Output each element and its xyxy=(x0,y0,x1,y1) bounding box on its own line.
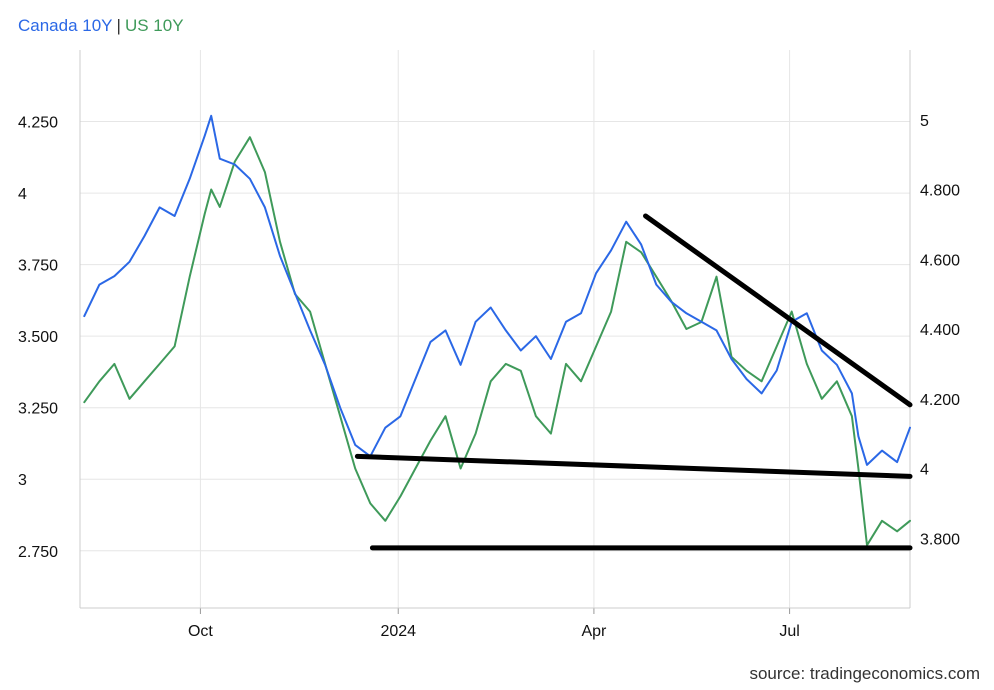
y-left-tick-label: 3.500 xyxy=(18,329,58,346)
legend-us[interactable]: US 10Y xyxy=(124,16,184,35)
x-tick-label: Apr xyxy=(581,623,607,640)
y-left-tick-label: 2.750 xyxy=(18,544,58,561)
y-right-tick-label: 4 xyxy=(920,462,929,479)
y-left-tick-label: 4.250 xyxy=(18,115,58,132)
y-right-tick-label: 4.600 xyxy=(920,252,960,269)
trendline xyxy=(643,213,913,408)
legend-separator: | xyxy=(116,16,121,35)
x-tick-label: Oct xyxy=(188,623,213,640)
x-tick-label: Jul xyxy=(779,623,799,640)
chart-legend: Canada 10Y | US 10Y xyxy=(18,16,184,36)
series-line-canada-10y xyxy=(83,114,911,466)
y-right-tick-label: 5 xyxy=(920,113,929,130)
y-right-tick-label: 4.200 xyxy=(920,392,960,409)
y-left-tick-label: 3.250 xyxy=(18,401,58,418)
y-right-tick-label: 4.400 xyxy=(920,322,960,339)
x-tick-label: 2024 xyxy=(380,623,416,640)
y-left-tick-label: 4 xyxy=(18,186,27,203)
y-left-tick-label: 3 xyxy=(18,472,27,489)
y-left-tick-label: 3.750 xyxy=(18,258,58,275)
y-right-tick-label: 3.800 xyxy=(920,531,960,548)
legend-canada[interactable]: Canada 10Y xyxy=(18,16,113,35)
y-right-tick-label: 4.800 xyxy=(920,183,960,200)
source-credit: source: tradingeconomics.com xyxy=(749,664,980,683)
series-line-us-10y xyxy=(83,136,911,547)
trendline xyxy=(354,453,913,479)
